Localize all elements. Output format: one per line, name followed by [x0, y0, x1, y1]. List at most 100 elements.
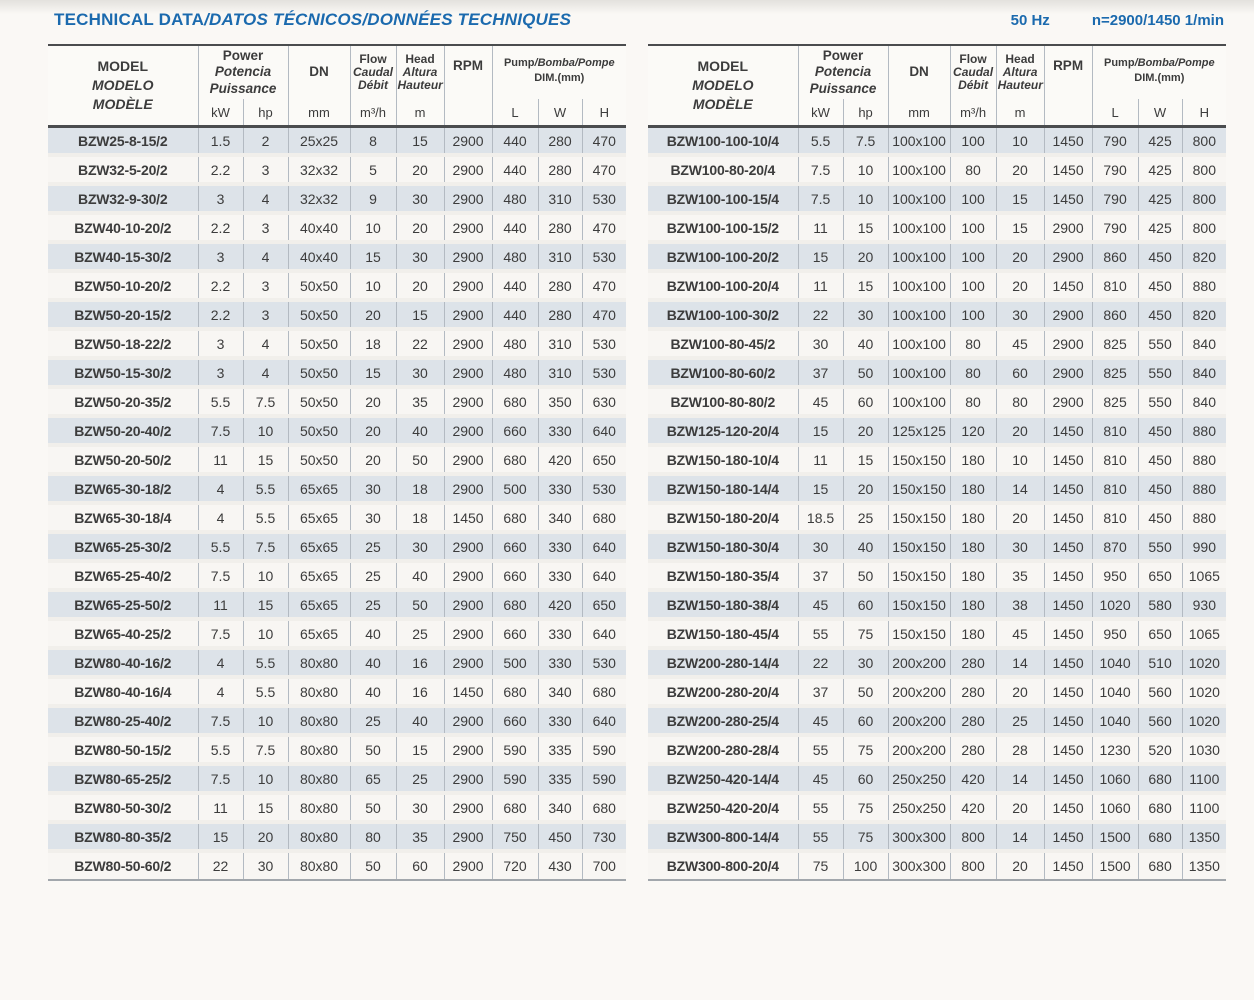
table-row: BZW80-50-15/2 5.5 7.5 80x80 50 15 2900 590 335 59… [48, 733, 627, 765]
dim-h-cell: 1020 [1182, 675, 1227, 707]
table-row: BZW150-180-45/4 55 75 150x150 180 45 1450 950 65… [648, 617, 1227, 649]
dn-cell: 200x200 [888, 646, 951, 678]
power-hp-cell: 15 [843, 211, 889, 243]
dim-w-cell: 450 [1138, 443, 1183, 475]
dn-cell: 200x200 [888, 704, 951, 736]
dim-w-cell: 650 [1138, 559, 1183, 591]
power-kw-cell: 3 [198, 327, 244, 359]
head-cell: 20 [996, 269, 1045, 301]
dn-cell: 100x100 [888, 385, 951, 417]
dim-l-cell: 480 [492, 182, 539, 214]
table-row: BZW150-180-30/4 30 40 150x150 180 30 1450 870 55… [648, 530, 1227, 562]
dim-l-cell: 660 [492, 559, 539, 591]
unit-m3h: m³/h [950, 99, 997, 127]
model-cell: BZW50-20-40/2 [48, 414, 199, 446]
model-cell: BZW100-80-20/4 [648, 153, 799, 185]
dim-l-cell: 860 [1092, 298, 1139, 330]
model-cell: BZW40-10-20/2 [48, 211, 199, 243]
head-cell: 18 [396, 501, 445, 533]
head-cell: 25 [996, 704, 1045, 736]
flow-cell: 120 [950, 414, 997, 446]
model-cell: BZW200-280-20/4 [648, 675, 799, 707]
dn-cell: 50x50 [288, 443, 351, 475]
table-row: BZW65-25-40/2 7.5 10 65x65 25 40 2900 660 330 640 [48, 559, 627, 591]
dim-l-cell: 750 [492, 820, 539, 852]
dim-l-cell: 680 [492, 675, 539, 707]
rpm-cell: 1450 [1044, 704, 1093, 736]
rpm-cell: 1450 [1044, 791, 1093, 823]
table-row: BZW40-15-30/2 3 4 40x40 15 30 2900 480 310 530 [48, 240, 627, 272]
power-hp-cell: 7.5 [243, 530, 289, 562]
dim-h-cell: 640 [582, 559, 627, 591]
table-row: BZW80-50-30/2 11 15 80x80 50 30 2900 680 340 680 [48, 791, 627, 823]
dim-h-cell: 590 [582, 762, 627, 794]
col-header-rpm: RPM [444, 43, 493, 127]
dim-w-cell: 550 [1138, 385, 1183, 417]
dim-l-cell: 480 [492, 356, 539, 388]
col-header-power: Power Potencia Puissance [198, 43, 289, 100]
dim-h-cell: 700 [582, 849, 627, 881]
table-row: BZW100-80-20/4 7.5 10 100x100 80 20 1450 790 425… [648, 153, 1227, 185]
dim-w-cell: 680 [1138, 762, 1183, 794]
power-kw-cell: 7.5 [198, 414, 244, 446]
rpm-cell: 1450 [1044, 182, 1093, 214]
dim-l-cell: 660 [492, 414, 539, 446]
page-title-translations: /DATOS TÉCNICOS/DONNÉES TECHNIQUES [204, 10, 572, 29]
power-kw-cell: 22 [798, 298, 844, 330]
flow-cell: 10 [350, 211, 397, 243]
dim-l-cell: 1040 [1092, 646, 1139, 678]
model-cell: BZW150-180-45/4 [648, 617, 799, 649]
dn-cell: 65x65 [288, 501, 351, 533]
power-hp-cell: 100 [843, 849, 889, 881]
power-kw-cell: 18.5 [798, 501, 844, 533]
model-cell: BZW80-25-40/2 [48, 704, 199, 736]
dim-h-cell: 880 [1182, 472, 1227, 504]
dim-w-cell: 330 [538, 414, 583, 446]
head-cell: 15 [396, 126, 445, 156]
unit-hp: hp [243, 99, 289, 127]
dim-w-cell: 310 [538, 327, 583, 359]
table-row: BZW65-30-18/4 4 5.5 65x65 30 18 1450 680 340 680 [48, 501, 627, 533]
dn-cell: 80x80 [288, 820, 351, 852]
dim-l-cell: 680 [492, 501, 539, 533]
rpm-cell: 1450 [1044, 675, 1093, 707]
dim-l-cell: 790 [1092, 182, 1139, 214]
flow-cell: 20 [350, 385, 397, 417]
head-cell: 30 [396, 530, 445, 562]
col-header-dn: DN [888, 43, 951, 100]
rpm-cell: 2900 [1044, 327, 1093, 359]
dim-l-cell: 790 [1092, 211, 1139, 243]
dim-h-cell: 530 [582, 240, 627, 272]
model-cell: BZW80-50-30/2 [48, 791, 199, 823]
dim-h-cell: 820 [1182, 240, 1227, 272]
head-cell: 50 [396, 588, 445, 620]
rpm-cell: 2900 [444, 791, 493, 823]
flow-cell: 5 [350, 153, 397, 185]
dim-l-cell: 440 [492, 211, 539, 243]
head-cell: 35 [396, 385, 445, 417]
head-cell: 60 [396, 849, 445, 881]
head-cell: 30 [396, 356, 445, 388]
dim-l-cell: 660 [492, 704, 539, 736]
flow-cell: 280 [950, 675, 997, 707]
dn-cell: 80x80 [288, 675, 351, 707]
flow-cell: 40 [350, 617, 397, 649]
table-row: BZW200-280-14/4 22 30 200x200 280 14 1450 1040 5… [648, 646, 1227, 678]
col-header-dimensions: Pump/Bomba/Pompe DIM.(mm) [492, 43, 627, 100]
flow-cell: 180 [950, 588, 997, 620]
flow-cell: 180 [950, 443, 997, 475]
rpm-cell: 1450 [1044, 559, 1093, 591]
dn-cell: 32x32 [288, 153, 351, 185]
unit-mm: mm [288, 99, 351, 127]
power-hp-cell: 15 [243, 443, 289, 475]
dim-h-cell: 800 [1192, 132, 1216, 149]
unit-dim-w: W [538, 99, 583, 127]
table-row: BZW50-20-50/2 11 15 50x50 20 50 2900 680 420 650 [48, 443, 627, 475]
dim-h-cell: 640 [582, 617, 627, 649]
dim-w-cell: 280 [538, 269, 583, 301]
dim-h-cell: 1020 [1182, 704, 1227, 736]
power-kw-cell: 7.5 [798, 182, 844, 214]
dim-w-cell: 280 [538, 153, 583, 185]
dim-l-cell: 1230 [1092, 733, 1139, 765]
dim-h-cell: 1020 [1182, 646, 1227, 678]
